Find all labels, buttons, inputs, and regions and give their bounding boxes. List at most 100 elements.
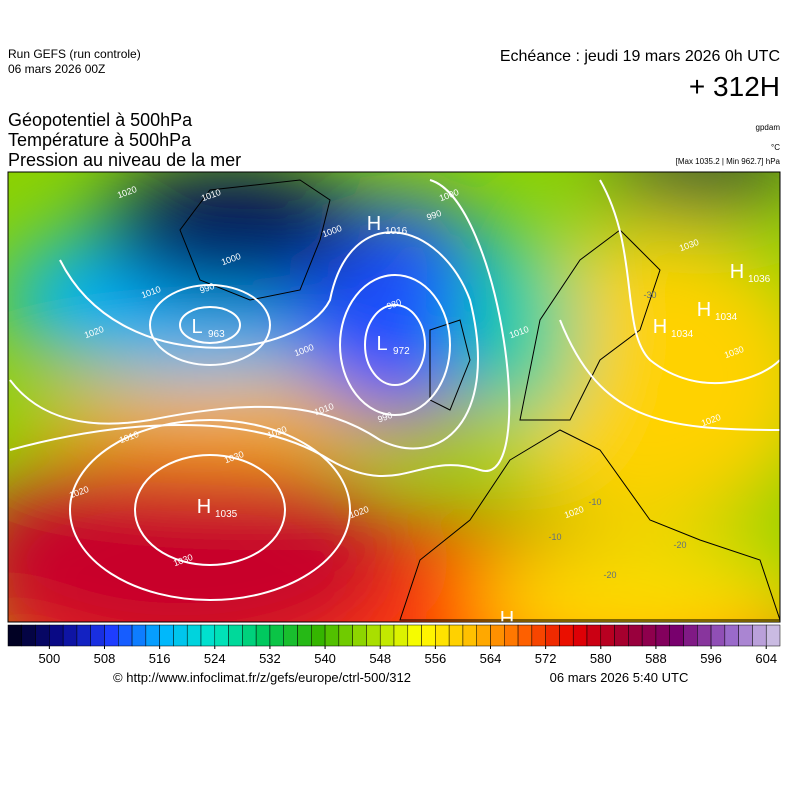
- colorbar-swatch: [448, 624, 464, 647]
- echeance: Echéance : jeudi 19 mars 2026 0h UTC: [500, 48, 780, 65]
- center-value: 1036: [748, 274, 771, 285]
- colorbar-swatch: [228, 624, 243, 647]
- colorbar-swatch: [76, 624, 91, 647]
- colorbar-swatch: [504, 624, 519, 647]
- colorbar-swatch: [724, 624, 739, 647]
- colorbar-swatch: [517, 624, 533, 647]
- colorbar-swatch: [173, 624, 188, 647]
- colorbar-swatch: [655, 624, 670, 647]
- temperature-label: -20: [673, 540, 686, 550]
- isobars: [9, 179, 780, 601]
- coastlines: [179, 179, 780, 621]
- colorbar-swatch: [242, 624, 257, 647]
- colorbar-swatch: [710, 624, 726, 647]
- center-value: 1035: [215, 509, 238, 520]
- colorbar-tick-label: 524: [204, 651, 226, 666]
- colorbar-swatch: [683, 624, 698, 647]
- colorbar-swatch: [641, 624, 657, 647]
- colorbar-swatch: [352, 624, 367, 647]
- colorbar-swatch: [145, 624, 160, 647]
- center-value: 1034: [715, 312, 738, 323]
- colorbar-swatch: [531, 624, 546, 647]
- center-kind: H: [730, 261, 744, 283]
- temperature-label: -10: [548, 532, 561, 542]
- colorbar-tick-label: 500: [39, 651, 61, 666]
- colorbar-tick-label: 596: [700, 651, 722, 666]
- colorbar-swatch: [338, 624, 353, 647]
- colorbar-swatch: [765, 624, 781, 647]
- field-label: Géopotentiel à 500hPa: [8, 110, 193, 130]
- center-value: 972: [393, 346, 410, 357]
- colorbar-tick-label: 508: [94, 651, 116, 666]
- run-date: 06 mars 2026 00Z: [8, 62, 105, 76]
- colorbar-swatch: [545, 624, 560, 647]
- center-kind: H: [697, 299, 711, 321]
- colorbar-swatch: [62, 624, 78, 647]
- center-value: 1016: [385, 226, 408, 237]
- colorbar-swatch: [283, 624, 298, 647]
- colorbar-swatch: [214, 624, 229, 647]
- unit-label: °C: [771, 143, 780, 152]
- colorbar-swatch: [118, 624, 133, 647]
- temperature-label: -20: [603, 570, 616, 580]
- colorbar-swatch: [7, 624, 23, 647]
- lead-time: + 312H: [689, 71, 780, 102]
- colorbar-tick-label: 572: [535, 651, 557, 666]
- colorbar-swatch: [90, 624, 105, 647]
- colorbar-tick-label: 548: [369, 651, 391, 666]
- colorbar-swatch: [476, 624, 491, 647]
- isobar-label: 990: [425, 208, 443, 223]
- colorbar-swatch: [421, 624, 436, 647]
- center-kind: L: [376, 333, 387, 355]
- colorbar-swatch: [159, 624, 174, 647]
- isobar-label: 990: [198, 281, 216, 296]
- colorbar-swatch: [407, 624, 422, 647]
- colorbar-swatch: [697, 624, 712, 647]
- footer-url: © http://www.infoclimat.fr/z/gefs/europe…: [113, 670, 411, 685]
- isobar-label: 980: [385, 297, 403, 312]
- colorbar-swatch: [49, 624, 64, 647]
- colorbar-swatch: [462, 624, 477, 647]
- colorbar-swatch: [669, 624, 684, 647]
- center-kind: H: [367, 213, 381, 235]
- colorbar-tick-label: 604: [755, 651, 777, 666]
- field-label: Température à 500hPa: [8, 130, 192, 150]
- center-kind: H: [653, 316, 667, 338]
- colorbar-swatch: [131, 624, 147, 647]
- colorbar-swatch: [614, 624, 629, 647]
- temperature-field: [8, 172, 780, 622]
- temperature-label: -30: [643, 290, 656, 300]
- colorbar-swatch: [379, 624, 395, 647]
- colorbar-swatch: [628, 624, 643, 647]
- colorbar: 500 508 516 524 532 540 548 556 564 572 580 588 596 6…: [7, 624, 781, 666]
- unit-label: gpdam: [756, 123, 781, 132]
- colorbar-swatch: [35, 624, 50, 647]
- run-label: Run GEFS (run controle): [8, 47, 141, 61]
- temperature-label: -10: [588, 497, 601, 507]
- colorbar-tick-label: 588: [645, 651, 667, 666]
- center-kind: L: [191, 316, 202, 338]
- colorbar-swatch: [393, 624, 409, 647]
- colorbar-swatch: [559, 624, 574, 647]
- colorbar-tick-label: 540: [314, 651, 336, 666]
- colorbar-swatch: [324, 624, 340, 647]
- colorbar-tick-label: 564: [480, 651, 502, 666]
- colorbar-swatch: [600, 624, 615, 647]
- colorbar-swatch: [435, 624, 450, 647]
- colorbar-swatch: [186, 624, 202, 647]
- isobar-label: 990: [376, 410, 394, 425]
- colorbar-swatch: [269, 624, 284, 647]
- colorbar-swatch: [752, 624, 767, 647]
- colorbar-swatch: [21, 624, 36, 647]
- colorbar-swatch: [490, 624, 505, 647]
- colorbar-swatch: [366, 624, 381, 647]
- center-kind: H: [500, 608, 514, 630]
- colorbar-swatch: [297, 624, 312, 647]
- unit-label: [Max 1035.2 | Min 962.7] hPa: [676, 157, 781, 166]
- colorbar-swatch: [586, 624, 602, 647]
- colorbar-swatch: [255, 624, 271, 647]
- map-frame: [7, 171, 781, 623]
- colorbar-swatch: [104, 624, 119, 647]
- field-label: Pression au niveau de la mer: [8, 150, 241, 170]
